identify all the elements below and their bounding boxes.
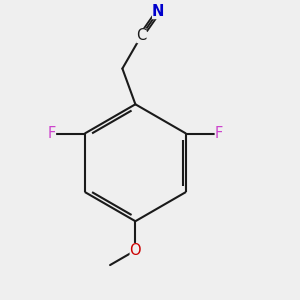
Text: F: F (214, 126, 223, 141)
Text: N: N (152, 4, 164, 19)
Text: O: O (130, 243, 141, 258)
Text: F: F (48, 126, 56, 141)
Text: C: C (136, 28, 146, 43)
